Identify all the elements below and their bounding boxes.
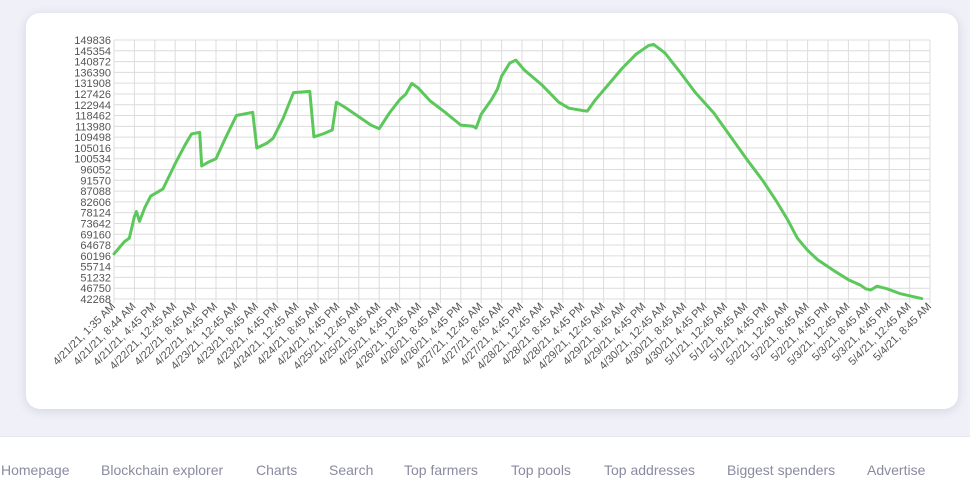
footer-link-top-farmers[interactable]: Top farmers (404, 462, 478, 478)
y-tick-label: 122944 (74, 100, 111, 112)
series-line (112, 42, 924, 301)
footer-link-top-pools[interactable]: Top pools (511, 462, 571, 478)
y-tick-label: 145354 (74, 46, 111, 58)
y-tick-label: 113980 (75, 121, 111, 133)
supply-line-chart: 1498361453541408721363901319081274261229… (51, 35, 934, 373)
chart-series (112, 42, 924, 301)
y-tick-label: 127426 (74, 89, 111, 101)
x-axis: 4/21/21, 1:35 AM4/21/21, 8:44 AM4/21/21,… (51, 301, 934, 373)
y-tick-label: 136390 (74, 67, 111, 79)
y-tick-label: 118462 (75, 111, 111, 123)
chart-card: 149836 145354 140872 136390 131908 127426 1229… (26, 13, 958, 409)
chart-grid (113, 39, 931, 303)
y-tick-label: 60196 (80, 251, 111, 263)
y-tick-label: 105016 (74, 143, 111, 155)
y-axis: 1498361453541408721363901319081274261229… (74, 35, 111, 306)
y-tick-label: 46750 (80, 283, 111, 295)
y-tick-label: 42268 (80, 294, 111, 306)
footer-nav: Homepage Blockchain explorer Charts Sear… (0, 436, 970, 501)
footer-link-search[interactable]: Search (329, 462, 374, 478)
y-tick-label: 55714 (80, 262, 111, 274)
footer-link-top-addresses[interactable]: Top addresses (604, 462, 696, 478)
footer-link-biggest-spenders[interactable]: Biggest spenders (727, 462, 836, 478)
y-tick-label: 64678 (80, 240, 111, 252)
footer-link-homepage[interactable]: Homepage (1, 462, 70, 478)
y-tick-label: 78124 (80, 208, 111, 220)
y-tick-label: 149836 (74, 35, 111, 47)
footer-link-blockchain-explorer[interactable]: Blockchain explorer (101, 462, 224, 478)
footer-link-charts[interactable]: Charts (256, 462, 298, 478)
y-tick-label: 91570 (80, 175, 111, 187)
y-tick-label: 82606 (80, 197, 111, 209)
y-tick-label: 87088 (80, 186, 111, 198)
y-tick-label: 69160 (80, 229, 111, 241)
y-tick-label: 131908 (74, 78, 111, 90)
y-tick-label: 51232 (80, 272, 111, 284)
y-tick-label: 96052 (80, 165, 111, 177)
y-tick-label: 100534 (74, 154, 111, 166)
y-tick-label: 109498 (74, 132, 111, 144)
footer-link-advertise[interactable]: Advertise (867, 462, 926, 478)
y-tick-label: 73642 (80, 218, 111, 230)
y-tick-label: 140872 (74, 57, 111, 69)
